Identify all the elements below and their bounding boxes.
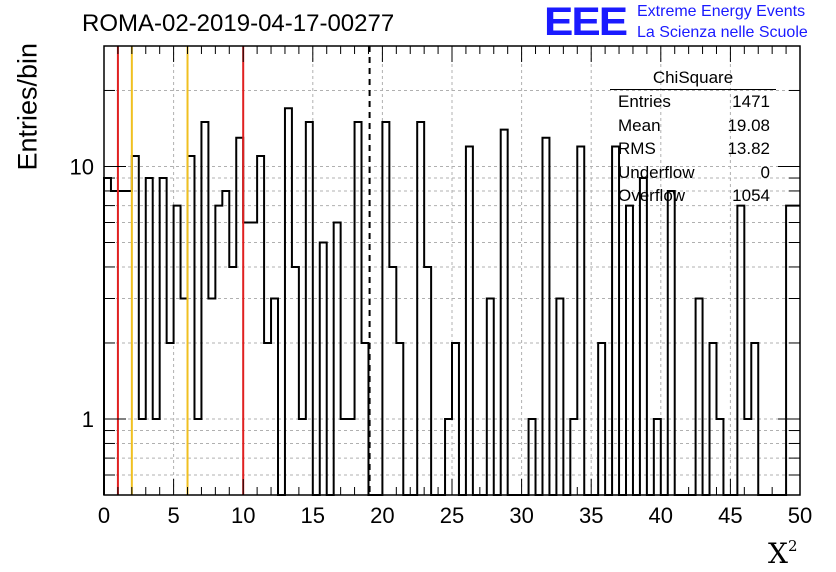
stats-label: RMS bbox=[618, 139, 656, 158]
stats-value: 19.08 bbox=[727, 115, 770, 135]
stats-value: 1054 bbox=[732, 186, 770, 205]
x-tick-label: 20 bbox=[370, 503, 394, 528]
x-axis-label: X2 bbox=[768, 537, 797, 570]
stats-value: 13.82 bbox=[727, 139, 770, 158]
stats-title: ChiSquare bbox=[610, 68, 776, 90]
x-tick-label: 5 bbox=[167, 503, 179, 528]
x-tick-label: 50 bbox=[788, 503, 812, 528]
axis-ticks bbox=[103, 45, 801, 496]
stats-label: Overflow bbox=[618, 186, 686, 205]
stats-value: 1471 bbox=[732, 92, 770, 111]
stats-box: ChiSquare Entries 1471 Mean 19.08 RMS 13.82… bbox=[610, 68, 776, 208]
x-tick-label: 10 bbox=[231, 503, 255, 528]
chart-title: ROMA-02-2019-04-17-00277 bbox=[82, 10, 395, 37]
x-tick-label: 35 bbox=[579, 503, 603, 528]
x-tick-label: 0 bbox=[98, 503, 110, 528]
stats-label: Mean bbox=[618, 115, 661, 135]
logo-text-line1: Extreme Energy Events bbox=[637, 3, 806, 20]
y-tick-label: 10 bbox=[70, 154, 94, 179]
eee-logo-mark: EEE bbox=[544, 0, 628, 45]
x-tick-label: 25 bbox=[440, 503, 464, 528]
marker-lines bbox=[116, 46, 371, 495]
x-axis-label-superscript: 2 bbox=[787, 537, 798, 555]
stats-row-entries: Entries 1471 bbox=[610, 90, 776, 114]
x-tick-label: 40 bbox=[649, 503, 673, 528]
x-tick-label: 30 bbox=[509, 503, 533, 528]
y-axis-label: Entries/bin bbox=[12, 42, 43, 171]
stats-row-mean: Mean 19.08 bbox=[610, 114, 776, 138]
stats-label: Entries bbox=[618, 92, 671, 111]
logo-text-line2: La Scienza nelle Scuole bbox=[637, 24, 808, 41]
x-tick-label: 45 bbox=[718, 503, 742, 528]
x-axis-label-base: X bbox=[768, 537, 788, 570]
y-tick-label: 1 bbox=[82, 407, 94, 432]
x-tick-label: 15 bbox=[301, 503, 325, 528]
stats-label: Underflow bbox=[618, 162, 695, 182]
stats-row-underflow: Underflow 0 bbox=[610, 161, 776, 185]
stats-row-rms: RMS 13.82 bbox=[610, 137, 776, 161]
stats-row-overflow: Overflow 1054 bbox=[610, 184, 776, 208]
axis-tick-labels: 0 5 10 15 20 25 30 35 40 45 50 1 10 bbox=[70, 154, 813, 528]
stats-value: 0 bbox=[760, 162, 770, 182]
